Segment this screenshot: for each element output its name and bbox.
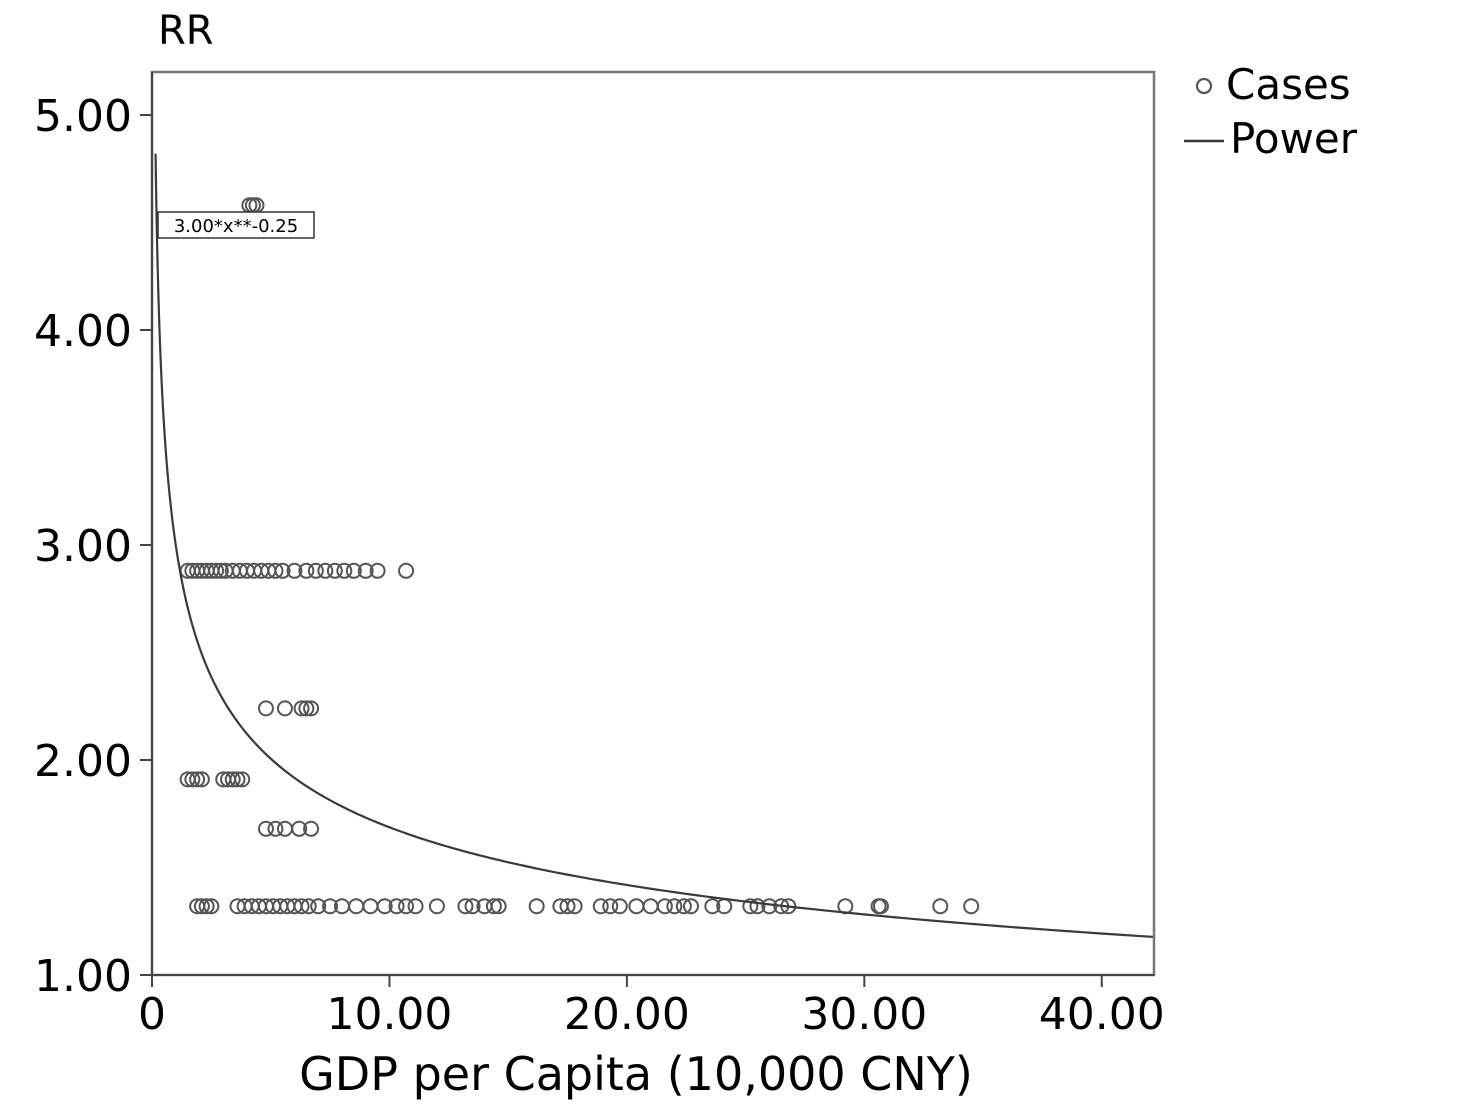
legend-cases-marker (1195, 77, 1213, 95)
data-point (293, 898, 310, 915)
data-point (286, 562, 303, 579)
data-point (407, 898, 424, 915)
data-point (666, 898, 683, 915)
x-axis: 0 10.00 20.00 30.00 40.00 (138, 974, 1165, 1040)
data-point (267, 820, 284, 837)
data-point (307, 562, 324, 579)
data-point (184, 771, 201, 788)
y-tick-label: 2.00 (34, 736, 132, 787)
data-point (490, 898, 507, 915)
data-point (592, 898, 609, 915)
data-point (682, 898, 699, 915)
data-point (376, 898, 393, 915)
y-axis: 1.00 2.00 3.00 4.00 5.00 (34, 72, 153, 1002)
data-point (298, 562, 315, 579)
data-point (611, 898, 628, 915)
data-point (229, 771, 246, 788)
data-point (298, 700, 315, 717)
data-point (203, 898, 220, 915)
data-point (293, 700, 310, 717)
data-point (303, 820, 320, 837)
data-point (357, 562, 374, 579)
data-point (932, 898, 949, 915)
data-point (675, 898, 692, 915)
y-tick-label: 3.00 (34, 521, 132, 572)
data-point (345, 562, 362, 579)
data-point (566, 898, 583, 915)
data-point (257, 700, 274, 717)
data-point (963, 898, 980, 915)
data-point (369, 562, 386, 579)
data-point (428, 898, 445, 915)
data-point (464, 898, 481, 915)
data-point (656, 898, 673, 915)
data-point (234, 771, 251, 788)
y-tick-label: 5.00 (34, 91, 132, 142)
data-point (872, 898, 889, 915)
data-point (322, 898, 339, 915)
fit-equation-box (157, 211, 315, 239)
x-tick-label: 20.00 (564, 989, 690, 1040)
legend-power-label: Power (1230, 114, 1358, 163)
power-fit-line (154, 153, 1155, 939)
data-point (267, 562, 284, 579)
y-tick-label: 1.00 (34, 951, 132, 1002)
data-point (602, 898, 619, 915)
data-point (336, 562, 353, 579)
data-point (326, 562, 343, 579)
data-point (198, 898, 215, 915)
data-point (704, 898, 721, 915)
data-point (398, 898, 415, 915)
x-tick-label: 0 (138, 989, 166, 1040)
data-point (398, 562, 415, 579)
y-axis-title: RR (158, 8, 214, 54)
data-point (291, 820, 308, 837)
data-point (193, 771, 210, 788)
data-point (528, 898, 545, 915)
data-point (749, 898, 766, 915)
y-ticks: 1.00 2.00 3.00 4.00 5.00 (34, 91, 152, 1002)
x-ticks: 0 10.00 20.00 30.00 40.00 (138, 975, 1165, 1040)
legend: Cases Power (1184, 60, 1358, 163)
x-axis-title: GDP per Capita (10,000 CNY) (299, 1047, 973, 1101)
data-points (179, 197, 980, 915)
data-point (257, 820, 274, 837)
data-point (189, 771, 206, 788)
x-tick-label: 30.00 (801, 989, 927, 1040)
y-tick-label: 4.00 (34, 306, 132, 357)
x-tick-label: 10.00 (326, 989, 452, 1040)
data-point (388, 898, 405, 915)
data-point (193, 898, 210, 915)
data-point (276, 700, 293, 717)
fit-equation-label: 3.00*x**-0.25 (157, 211, 315, 239)
data-point (212, 562, 229, 579)
data-point (559, 898, 576, 915)
x-tick-label: 40.00 (1039, 989, 1165, 1040)
data-point (303, 700, 320, 717)
data-point (485, 898, 502, 915)
data-point (317, 562, 334, 579)
data-point (457, 898, 474, 915)
data-point (224, 771, 241, 788)
data-point (310, 898, 327, 915)
data-point (742, 898, 759, 915)
legend-cases-label: Cases (1226, 60, 1351, 109)
data-point (274, 562, 291, 579)
data-point (300, 898, 317, 915)
fit-equation-text: 3.00*x**-0.25 (174, 216, 298, 237)
data-point (208, 562, 225, 579)
